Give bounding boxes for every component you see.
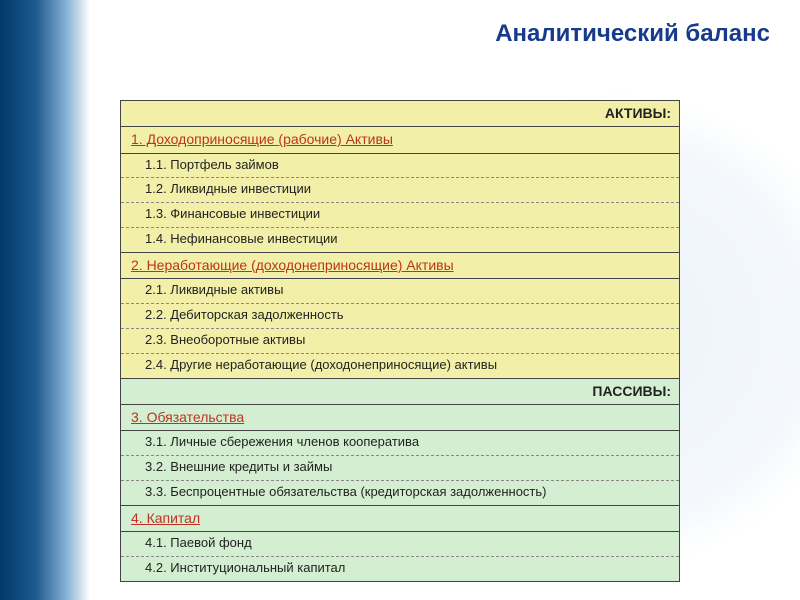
- row-3-3: 3.3. Беспроцентные обязательства (кредит…: [121, 481, 679, 506]
- assets-header: АКТИВЫ:: [121, 101, 679, 127]
- row-4-1: 4.1. Паевой фонд: [121, 532, 679, 557]
- section-1: 1. Доходоприносящие (рабочие) Активы: [121, 127, 679, 153]
- row-1-3: 1.3. Финансовые инвестиции: [121, 203, 679, 228]
- balance-table: АКТИВЫ: 1. Доходоприносящие (рабочие) Ак…: [120, 100, 680, 582]
- page-title: Аналитический баланс: [495, 20, 770, 48]
- row-2-2: 2.2. Дебиторская задолженность: [121, 304, 679, 329]
- row-1-2: 1.2. Ликвидные инвестиции: [121, 178, 679, 203]
- row-4-2: 4.2. Институциональный капитал: [121, 557, 679, 582]
- row-2-4: 2.4. Другие неработающие (доходонепринос…: [121, 354, 679, 379]
- row-1-1: 1.1. Портфель займов: [121, 154, 679, 179]
- row-2-1: 2.1. Ликвидные активы: [121, 279, 679, 304]
- row-1-4: 1.4. Нефинансовые инвестиции: [121, 228, 679, 253]
- section-2: 2. Неработающие (доходонеприносящие) Акт…: [121, 253, 679, 279]
- left-gradient: [0, 0, 90, 600]
- section-3: 3. Обязательства: [121, 405, 679, 431]
- section-4: 4. Капитал: [121, 506, 679, 532]
- row-3-2: 3.2. Внешние кредиты и займы: [121, 456, 679, 481]
- row-3-1: 3.1. Личные сбережения членов кооператив…: [121, 431, 679, 456]
- row-2-3: 2.3. Внеоборотные активы: [121, 329, 679, 354]
- liabilities-header: ПАССИВЫ:: [121, 379, 679, 405]
